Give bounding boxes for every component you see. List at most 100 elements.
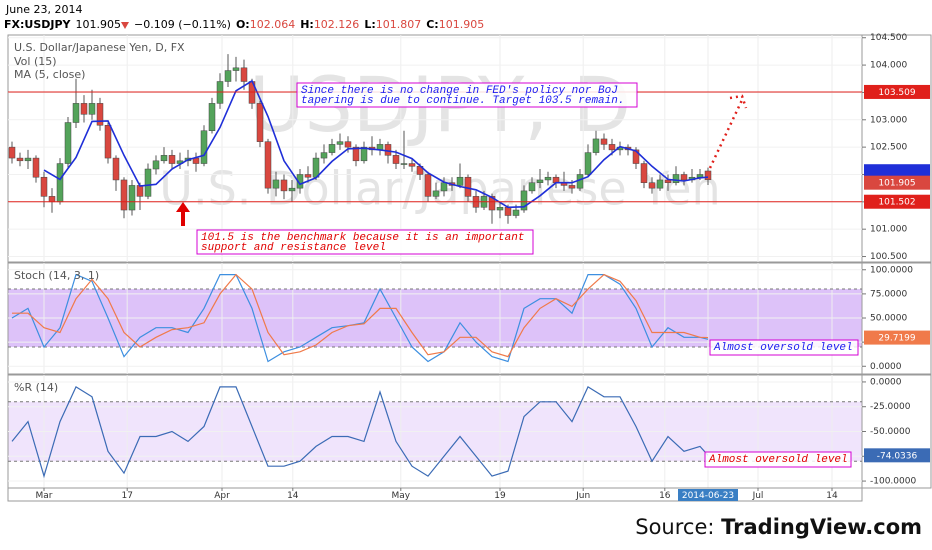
x-tick-label: 17	[121, 491, 132, 501]
price-box	[864, 330, 930, 345]
candle-body	[160, 155, 168, 162]
candle-body	[672, 174, 680, 183]
axis-frame	[861, 34, 932, 263]
candle-body	[600, 138, 608, 145]
ohlc-value: 102.126	[314, 18, 360, 31]
candle-body	[296, 174, 304, 189]
candle-body	[424, 174, 432, 197]
annotation-text: Almost oversold level	[708, 454, 848, 466]
projection-dots	[708, 99, 744, 169]
indicator-line	[11, 273, 709, 363]
price-box-label: 29.7199	[878, 334, 915, 344]
candle-body	[136, 185, 144, 197]
y-tick-label: -25.0000	[870, 402, 911, 412]
candle-body	[520, 190, 528, 211]
candle-body	[304, 174, 312, 178]
indicator-line	[12, 273, 709, 358]
candle-body	[40, 176, 48, 197]
candle-body	[128, 185, 136, 211]
x-tick-label: Jul	[752, 491, 764, 501]
price-box	[864, 448, 930, 463]
time-axis	[7, 487, 863, 502]
x-tick-label: 19	[494, 491, 506, 501]
y-tick-label: 102.500	[870, 143, 907, 153]
price: 101.905	[76, 18, 122, 31]
ma-line	[43, 79, 709, 209]
panel-title: Stoch (14, 3, 1)	[14, 269, 99, 282]
candle-body	[208, 103, 216, 131]
candle-body	[632, 149, 640, 164]
annotation-box	[196, 229, 534, 255]
candle-body	[232, 67, 240, 71]
indicator-line	[11, 386, 709, 479]
candle-body	[648, 182, 656, 189]
ohlc-key: L:	[364, 18, 375, 31]
candle-body	[456, 176, 464, 186]
ohlc-key: H:	[300, 18, 314, 31]
y-tick-label: 104.500	[870, 33, 907, 43]
price-box-label: 103.509	[878, 88, 915, 98]
header-quote: −0.109 (−0.11%) O:102.064 H:102.126 L:101.8…	[134, 18, 484, 31]
x-tick-label: Jun	[575, 491, 590, 501]
indicator-label: Vol (15)	[14, 55, 57, 68]
price-box	[864, 194, 930, 209]
x-tick-label: Apr	[214, 491, 230, 501]
candle-body	[352, 146, 360, 162]
ohlc-value: 101.807	[376, 18, 422, 31]
ohlc-key: C:	[426, 18, 438, 31]
annotation-text: tapering is due to continue. Target 103.…	[301, 95, 624, 107]
ohlc-value: 101.905	[439, 18, 485, 31]
candle-body	[488, 196, 496, 211]
annotation-box	[296, 82, 638, 108]
y-tick-label: 0.0000	[870, 377, 902, 387]
candle-body	[64, 122, 72, 164]
labels-layer: 100.500101.000101.500102.000102.500103.0…	[14, 33, 930, 501]
candle-body	[224, 70, 232, 82]
annotation-text: 101.5 is the benchmark because it is an …	[201, 232, 524, 244]
panel-title: U.S. Dollar/Japanese Yen, D, FX	[14, 41, 185, 54]
x-tick-highlight	[678, 489, 738, 501]
candle-body	[552, 176, 560, 183]
x-tick-label: 14	[287, 491, 299, 501]
y-tick-label: 0.0000	[870, 362, 902, 372]
candle-body	[288, 187, 296, 192]
candle-body	[496, 207, 504, 211]
price-box-label: 101.502	[878, 198, 915, 208]
candle-body	[384, 144, 392, 156]
candle-body	[344, 141, 352, 148]
candle-body	[408, 163, 416, 167]
y-tick-label: 75.0000	[870, 289, 907, 299]
candle-body	[144, 168, 152, 197]
candle-body	[32, 157, 40, 178]
candle-body	[112, 157, 120, 181]
candle-body	[72, 103, 80, 123]
candle-body	[512, 209, 520, 216]
decoration-layer	[176, 94, 748, 226]
candle-body	[200, 130, 208, 164]
candle-body	[680, 174, 688, 181]
candle-body	[56, 163, 64, 203]
annotation-box	[704, 451, 852, 468]
candle-body	[24, 157, 32, 162]
projection-head	[729, 94, 748, 109]
x-tick-label: May	[391, 491, 410, 501]
y-tick-label: -100.0000	[870, 477, 916, 487]
candle-body	[360, 146, 368, 162]
candle-body	[656, 179, 664, 189]
candle-body	[104, 125, 112, 159]
annotation-text: support and resistance level	[201, 242, 386, 254]
candle-body	[320, 152, 328, 159]
candle-body	[504, 207, 512, 216]
up-arrow	[176, 202, 190, 226]
panel-title: %R (14)	[14, 381, 58, 394]
candle-body	[400, 163, 408, 165]
candle-body	[256, 103, 264, 142]
y-tick-label: 103.000	[870, 115, 907, 125]
candle-body	[440, 182, 448, 192]
price-box	[864, 84, 930, 99]
y-tick-label: -50.0000	[870, 427, 911, 437]
annotation-text: Since there is no change in FED's policy…	[301, 85, 618, 97]
y-tick-label: 50.0000	[870, 314, 907, 324]
candle-body	[464, 176, 472, 197]
